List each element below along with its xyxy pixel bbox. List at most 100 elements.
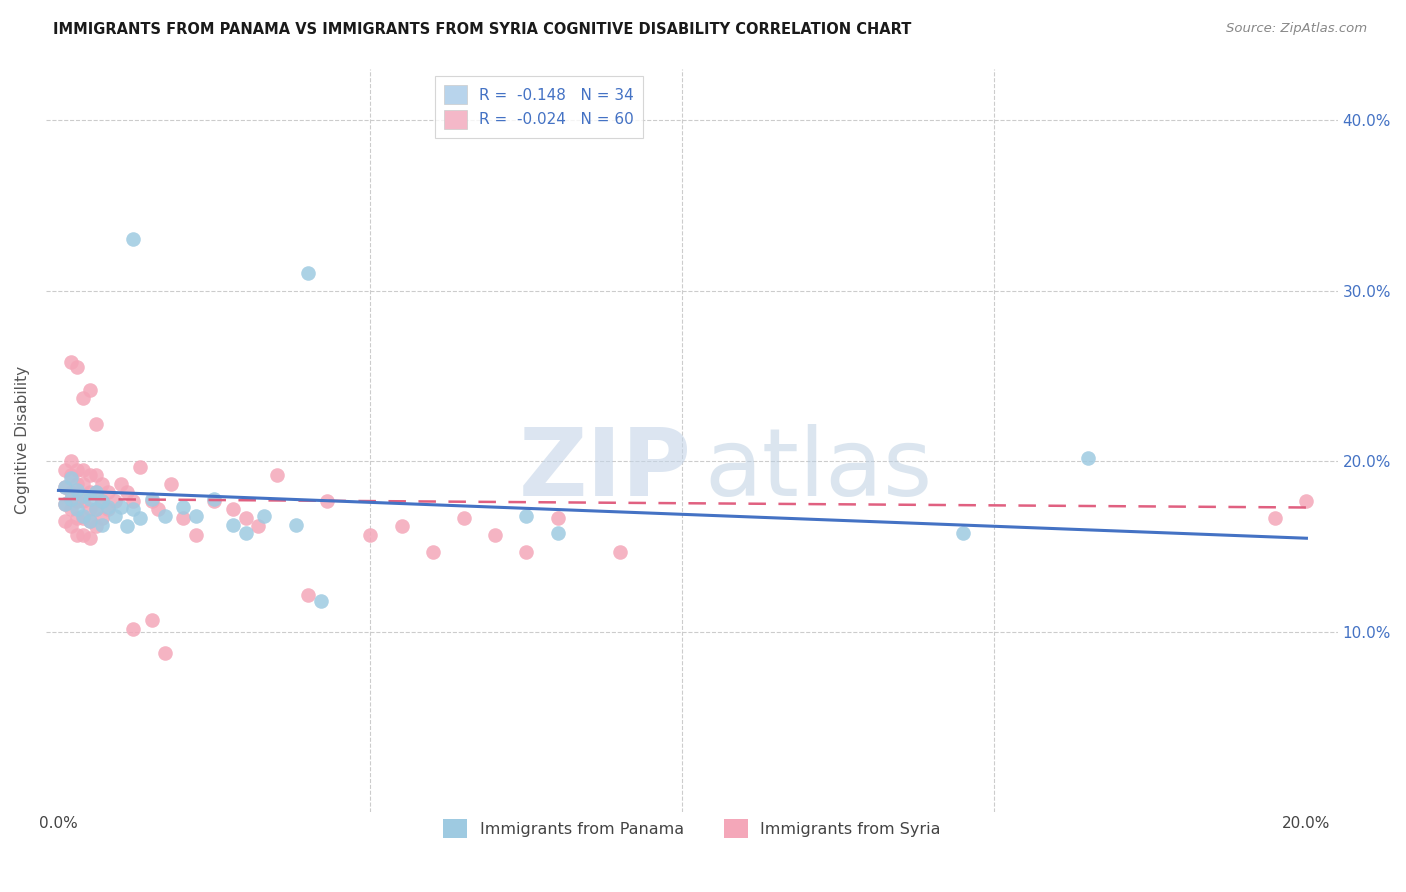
Point xyxy=(204,493,226,508)
Point xyxy=(84,502,107,516)
Point xyxy=(484,528,506,542)
Point xyxy=(184,528,207,542)
Point xyxy=(222,517,245,532)
Point xyxy=(297,267,319,281)
Point xyxy=(59,468,82,483)
Point xyxy=(547,526,569,541)
Point xyxy=(235,526,257,541)
Point xyxy=(122,502,145,516)
Point xyxy=(172,510,194,524)
Point xyxy=(515,509,537,524)
Point xyxy=(122,622,145,636)
Point xyxy=(59,491,82,506)
Point xyxy=(204,491,226,506)
Point xyxy=(66,476,89,491)
Point xyxy=(84,485,107,500)
Point xyxy=(79,468,101,483)
Point xyxy=(104,509,127,524)
Text: IMMIGRANTS FROM PANAMA VS IMMIGRANTS FROM SYRIA COGNITIVE DISABILITY CORRELATION: IMMIGRANTS FROM PANAMA VS IMMIGRANTS FRO… xyxy=(53,22,912,37)
Point xyxy=(110,500,132,515)
Point xyxy=(1077,450,1099,465)
Point xyxy=(79,502,101,516)
Point xyxy=(84,485,107,500)
Point xyxy=(84,468,107,483)
Point xyxy=(66,510,89,524)
Point xyxy=(547,510,569,524)
Point xyxy=(72,528,94,542)
Point xyxy=(1295,493,1317,508)
Point xyxy=(79,514,101,528)
Point xyxy=(79,531,101,545)
Point xyxy=(141,491,163,506)
Point xyxy=(72,489,94,503)
Point xyxy=(153,509,176,524)
Text: ZIP: ZIP xyxy=(519,424,692,516)
Point xyxy=(91,510,114,524)
Point xyxy=(59,519,82,533)
Point xyxy=(122,493,145,508)
Point xyxy=(72,510,94,524)
Point xyxy=(266,468,288,483)
Point xyxy=(66,463,89,477)
Point xyxy=(72,391,94,405)
Point xyxy=(952,526,974,541)
Point xyxy=(72,509,94,524)
Point xyxy=(91,493,114,508)
Point xyxy=(53,480,76,494)
Point xyxy=(115,519,138,533)
Point xyxy=(66,528,89,542)
Point xyxy=(91,517,114,532)
Point xyxy=(159,476,181,491)
Point xyxy=(66,502,89,516)
Point xyxy=(66,360,89,375)
Point xyxy=(222,502,245,516)
Point xyxy=(315,493,337,508)
Point xyxy=(79,383,101,397)
Point xyxy=(115,485,138,500)
Point xyxy=(59,471,82,485)
Point xyxy=(609,545,631,559)
Point xyxy=(59,355,82,369)
Point xyxy=(53,497,76,511)
Text: atlas: atlas xyxy=(704,424,934,516)
Point xyxy=(66,493,89,508)
Point xyxy=(79,485,101,500)
Point xyxy=(453,510,475,524)
Point xyxy=(53,480,76,494)
Point xyxy=(91,476,114,491)
Y-axis label: Cognitive Disability: Cognitive Disability xyxy=(15,366,30,514)
Point xyxy=(515,545,537,559)
Point xyxy=(235,510,257,524)
Point xyxy=(84,519,107,533)
Point xyxy=(97,500,120,515)
Point xyxy=(79,514,101,528)
Point xyxy=(104,493,127,508)
Point xyxy=(59,502,82,516)
Point xyxy=(59,485,82,500)
Point xyxy=(391,519,413,533)
Point xyxy=(247,519,270,533)
Point xyxy=(141,493,163,508)
Point xyxy=(1264,510,1286,524)
Point xyxy=(97,502,120,516)
Point xyxy=(53,497,76,511)
Point xyxy=(422,545,444,559)
Point xyxy=(253,509,276,524)
Point xyxy=(72,463,94,477)
Point xyxy=(172,500,194,515)
Point xyxy=(141,613,163,627)
Point xyxy=(128,459,150,474)
Text: Source: ZipAtlas.com: Source: ZipAtlas.com xyxy=(1226,22,1367,36)
Point xyxy=(110,476,132,491)
Point xyxy=(148,502,170,516)
Point xyxy=(53,514,76,528)
Point xyxy=(128,510,150,524)
Point xyxy=(297,588,319,602)
Point xyxy=(72,493,94,508)
Point xyxy=(84,502,107,516)
Point xyxy=(66,483,89,498)
Point xyxy=(84,417,107,431)
Point xyxy=(97,485,120,500)
Point xyxy=(309,594,332,608)
Point xyxy=(79,491,101,506)
